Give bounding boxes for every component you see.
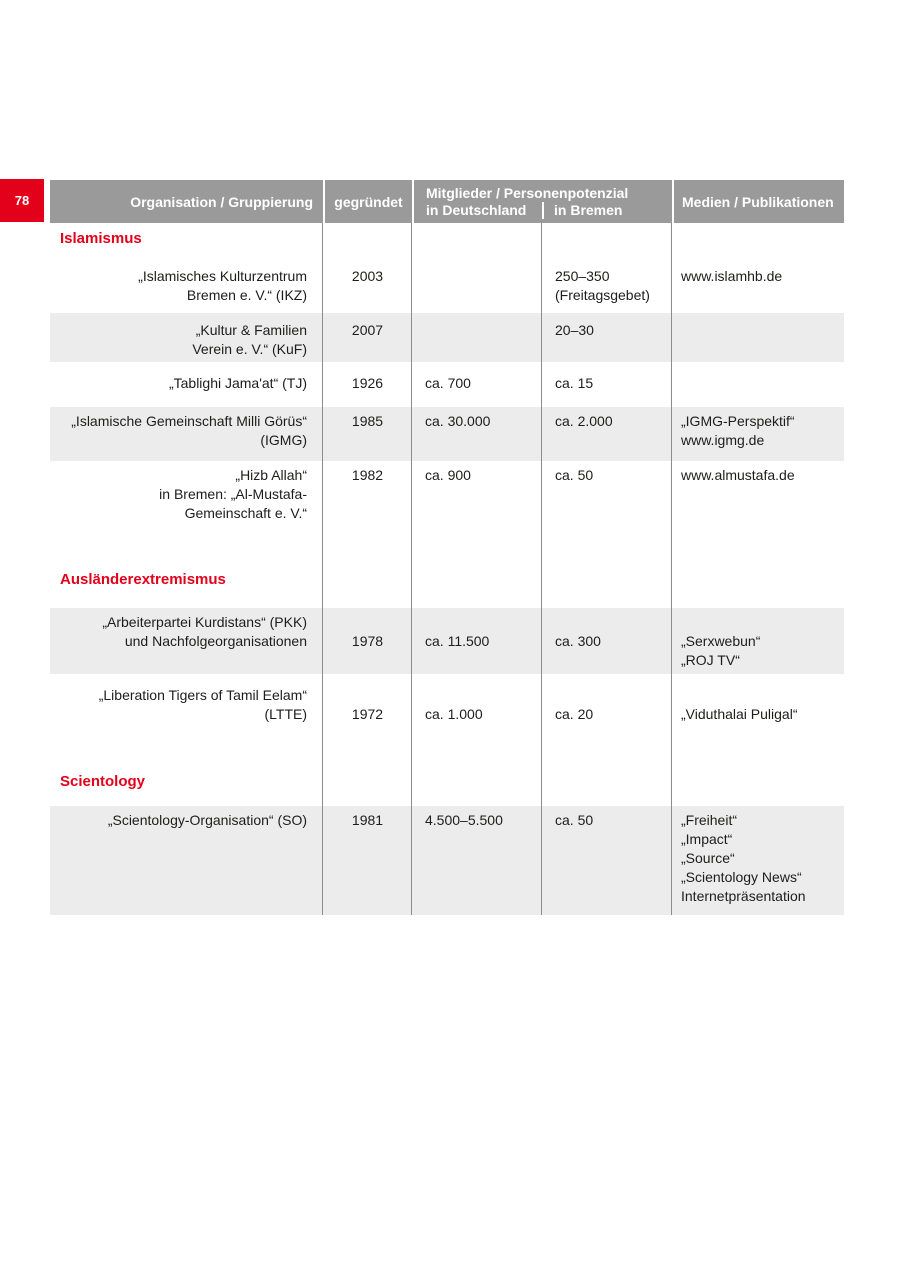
founded-cell: 1985 [351, 413, 384, 429]
members-germany-cell [412, 313, 542, 362]
table-body: Islamismus „Islamisches Kulturzentrum Bre… [50, 223, 844, 915]
founded-cell: 1982 [351, 467, 384, 483]
org-cell: „Hizb Allah“ in Bremen: „Al-Mustafa- Gemei… [159, 467, 307, 521]
table-row-igmg: „Islamische Gemeinschaft Milli Görüs“ (IG… [50, 407, 844, 461]
table-row-tj: „Tablighi Jama'at“ (TJ) 1926 ca. 700 ca.… [50, 362, 844, 407]
founded-cell: 1926 [351, 375, 384, 391]
members-bremen-cell: ca. 2.000 [555, 413, 613, 429]
members-germany-cell: 4.500–5.500 [425, 812, 503, 828]
org-cell: „Scientology-Organisation“ (SO) [107, 812, 307, 828]
table-row-scientology: „Scientology-Organisation“ (SO) 1981 4.5… [50, 806, 844, 915]
media-cell [672, 362, 844, 407]
media-cell: www.islamhb.de [681, 268, 783, 284]
members-bremen-cell: 20–30 [555, 322, 594, 338]
table-row-hizb-allah: „Hizb Allah“ in Bremen: „Al-Mustafa- Gemei… [50, 461, 844, 560]
table-row-kuf: „Kultur & Familien Verein e. V.“ (KuF) 20… [50, 313, 844, 362]
header-members-title: Mitglieder / Personenpotenzial [426, 184, 629, 201]
members-germany-cell: ca. 900 [425, 467, 471, 483]
founded-cell: 1981 [351, 812, 384, 828]
table-row-pkk: „Arbeiterpartei Kurdistans“ (PKK) und Nac… [50, 608, 844, 674]
members-bremen-cell: ca. 15 [555, 375, 594, 391]
header-members-group: Mitglieder / Personenpotenzial in Deutsc… [414, 180, 672, 223]
members-germany-cell: ca. 30.000 [425, 413, 491, 429]
table-row-ikz: „Islamisches Kulturzentrum Bremen e. V.“ … [50, 258, 844, 313]
members-germany-cell: ca. 11.500 [425, 633, 490, 649]
section-heading-islamismus: Islamismus [60, 230, 142, 247]
org-cell: „Liberation Tigers of Tamil Eelam“ (LTTE) [98, 687, 307, 722]
media-cell: „IGMG-Perspektif“ www.igmg.de [681, 413, 795, 448]
column-divider [322, 223, 323, 915]
header-founded: gegründet [325, 180, 412, 223]
header-sub-divider [542, 201, 544, 219]
media-cell [672, 313, 844, 362]
organisations-table: Organisation / Gruppierung gegründet Mit… [50, 180, 844, 915]
members-germany-cell [412, 258, 542, 313]
table-row-ltte: „Liberation Tigers of Tamil Eelam“ (LTTE)… [50, 674, 844, 760]
founded-cell: 2003 [351, 268, 384, 284]
members-bremen-cell: ca. 50 [555, 467, 594, 483]
section-heading-scientology: Scientology [60, 773, 146, 790]
media-cell: „Freiheit“ „Impact“ „Source“ „Scientology N… [681, 812, 806, 904]
members-bremen-cell: ca. 20 [555, 706, 594, 722]
table-header: Organisation / Gruppierung gegründet Mit… [50, 180, 844, 223]
column-divider [541, 223, 542, 915]
org-cell: „Islamisches Kulturzentrum Bremen e. V.“ … [138, 268, 307, 303]
page-number-badge: 78 [0, 179, 44, 222]
column-divider [671, 223, 672, 915]
org-cell: „Tablighi Jama'at“ (TJ) [168, 375, 307, 391]
column-divider [411, 223, 412, 915]
org-cell: „Kultur & Familien Verein e. V.“ (KuF) [192, 322, 307, 357]
header-members-subrow: in Deutschland in Bremen [414, 201, 672, 219]
section-heading-auslaenderextremismus: Ausländerextremismus [60, 571, 226, 588]
org-cell: „Islamische Gemeinschaft Milli Görüs“ (IG… [71, 413, 307, 448]
media-cell: www.almustafa.de [681, 467, 795, 483]
media-cell: „Serxwebun“ „ROJ TV“ [681, 633, 761, 668]
members-bremen-cell: ca. 50 [555, 812, 594, 828]
founded-cell: 2007 [351, 322, 384, 338]
members-bremen-cell: ca. 300 [555, 633, 601, 649]
header-members-bremen: in Bremen [554, 201, 623, 218]
members-bremen-cell: 250–350 (Freitagsgebet) [555, 268, 650, 303]
header-media: Medien / Publikationen [674, 180, 844, 223]
media-cell: „Viduthalai Puligal“ [681, 706, 798, 722]
members-germany-cell: ca. 1.000 [425, 706, 483, 722]
org-cell: „Arbeiterpartei Kurdistans“ (PKK) und Nac… [102, 614, 307, 649]
founded-cell: 1972 [351, 706, 384, 722]
founded-cell: 1978 [351, 633, 384, 649]
header-organisation: Organisation / Gruppierung [50, 180, 323, 223]
members-germany-cell: ca. 700 [425, 375, 471, 391]
header-members-germany: in Deutschland [426, 201, 527, 218]
